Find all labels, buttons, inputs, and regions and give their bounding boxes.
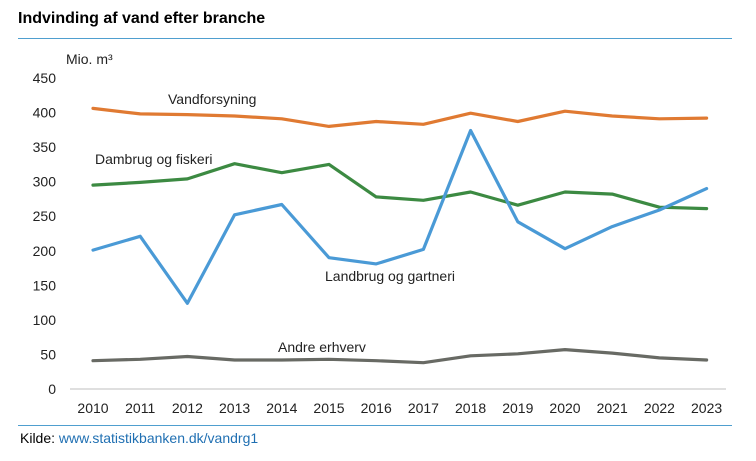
x-tick-label-2010: 2010 [77,400,108,416]
series-label-andre-erhverv: Andre erhverv [278,339,366,355]
x-tick-label-2022: 2022 [644,400,675,416]
source-link[interactable]: www.statistikbanken.dk/vandrg1 [58,430,259,446]
y-tick-label-200: 200 [33,243,57,259]
x-tick-label-2018: 2018 [455,400,486,416]
y-axis-label: Mio. m³ [66,51,113,67]
y-tick-label-400: 400 [33,105,57,121]
chart-title: Indvinding af vand efter branche [18,10,266,27]
series-label-vandforsyning: Vandforsyning [168,91,256,107]
x-tick-label-2019: 2019 [502,400,533,416]
y-tick-label-300: 300 [33,174,57,190]
source-label: Kilde: [20,430,56,446]
x-tick-label-2011: 2011 [125,400,155,416]
series-line-vandforsyning [91,106,709,129]
x-tick-label-2014: 2014 [266,400,297,416]
series-line-andre-erhverv [91,348,709,365]
series-label-landbrug-og-gartneri: Landbrug og gartneri [325,268,455,284]
series-line-dambrug-og-fiskeri [91,162,709,211]
source-line: Kilde: www.statistikbanken.dk/vandrg1 [20,430,258,446]
y-tick-label-150: 150 [33,277,57,293]
x-tick-label-2017: 2017 [408,400,439,416]
y-tick-label-450: 450 [33,70,57,86]
series-line-landbrug-og-gartneri [91,128,709,305]
series-label-dambrug-og-fiskeri: Dambrug og fiskeri [95,151,213,167]
y-tick-label-100: 100 [33,312,57,328]
y-tick-label-0: 0 [48,381,56,397]
x-tick-label-2021: 2021 [597,400,628,416]
x-tick-label-2012: 2012 [172,400,203,416]
y-tick-label-50: 50 [40,346,56,362]
y-tick-label-250: 250 [33,208,57,224]
x-tick-label-2023: 2023 [691,400,722,416]
x-tick-label-2016: 2016 [361,400,392,416]
x-tick-label-2013: 2013 [219,400,250,416]
bottom-divider [18,425,732,426]
x-tick-label-2020: 2020 [549,400,580,416]
x-tick-label-2015: 2015 [313,400,344,416]
y-tick-label-350: 350 [33,139,57,155]
top-divider [18,38,732,39]
